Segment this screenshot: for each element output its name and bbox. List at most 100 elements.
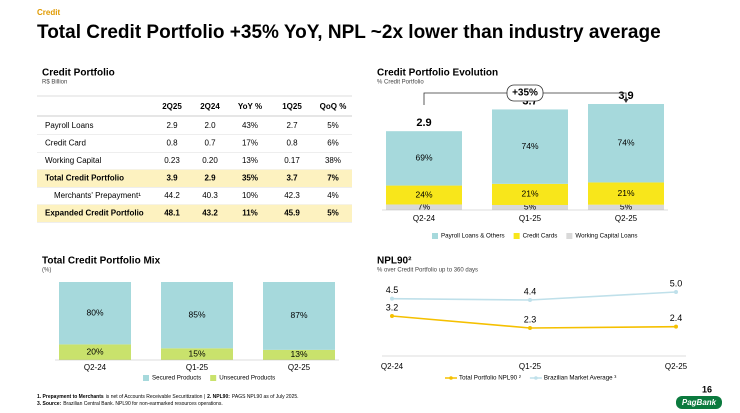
chart-title: Credit Portfolio Evolution (377, 68, 498, 79)
slide-title: Total Credit Portfolio +35% YoY, NPL ~2x… (37, 22, 661, 43)
row-label: Payroll Loans (45, 121, 93, 130)
footnote-part: 1. Prepayment to Merchants (37, 394, 104, 400)
data-label: 85% (188, 309, 205, 319)
logo-badge (676, 396, 722, 409)
logo-text: PagBank (682, 398, 717, 407)
cell: 4% (327, 191, 339, 200)
page-number: 16 (702, 384, 712, 394)
row-label: Expanded Credit Portfolio (45, 209, 144, 218)
footnote-part: 2. NPL90: (207, 394, 230, 400)
bar-segment (386, 185, 462, 205)
legend-label: Total Portfolio NPL90 ² (459, 375, 521, 382)
chart-title: NPL90² (377, 256, 412, 267)
data-label: 20% (86, 346, 103, 356)
cell: 2.9 (204, 174, 216, 183)
x-tick-label: Q1-25 (519, 362, 542, 371)
annotation: +35% (512, 88, 538, 99)
cell: 43.2 (202, 209, 218, 218)
bar-segment (59, 344, 131, 360)
cell: 2.9 (166, 121, 178, 130)
data-label: 5% (620, 202, 633, 212)
point (528, 298, 532, 302)
cell: 35% (242, 174, 258, 183)
legend-swatch (513, 233, 520, 239)
cell: 7% (327, 174, 339, 183)
cell: 5% (327, 121, 339, 130)
bar-segment (588, 104, 664, 183)
cell: 3.7 (286, 174, 298, 183)
bar-segment (588, 204, 664, 210)
cell: 42.3 (284, 191, 300, 200)
footnote-part: 3. Source: (37, 401, 62, 407)
legend-label: Unsecured Products (219, 375, 275, 382)
cell: 13% (242, 156, 258, 165)
data-label: 4.4 (524, 286, 537, 296)
logo: PagBank (676, 396, 722, 409)
legend-swatch (534, 376, 538, 380)
bar-segment (492, 183, 568, 205)
legend-swatch (449, 376, 453, 380)
cell: 11% (242, 209, 258, 218)
row-label: Merchants' Prepayment¹ (54, 191, 141, 200)
bar-segment (386, 204, 462, 210)
footnote-part: Brazilian Central Bank. NPL90 for non-ea… (63, 401, 223, 407)
cell: 43% (242, 121, 258, 130)
kicker: Credit (37, 8, 60, 17)
x-tick-label: Q2-24 (381, 362, 404, 371)
legend-swatch (143, 375, 149, 381)
column-header: QoQ % (320, 102, 347, 111)
total-label: 2.9 (416, 117, 431, 129)
bar-segment (161, 348, 233, 360)
data-label: 74% (617, 137, 634, 147)
row-label: Total Credit Portfolio (45, 174, 124, 183)
point (674, 324, 678, 329)
table-subtitle: R$ Billion (42, 80, 67, 86)
bar-segment (386, 131, 462, 186)
annotation-box (506, 84, 544, 102)
bar-segment (263, 282, 335, 350)
data-label: 7% (418, 201, 431, 211)
row-label: Credit Card (45, 139, 86, 148)
bar-segment (492, 204, 568, 210)
footnote: 1. Prepayment to Merchants is net of Acco… (37, 394, 299, 400)
data-label: 74% (521, 141, 538, 151)
data-label: 87% (290, 310, 307, 320)
cell: 6% (327, 139, 339, 148)
legend-label: Credit Cards (523, 233, 558, 240)
row-highlight (37, 204, 352, 223)
cell: 0.20 (202, 156, 218, 165)
bar-segment (161, 282, 233, 349)
x-tick-label: Q2-25 (665, 362, 688, 371)
chart-subtitle: % over Credit Portfolio up to 360 days (377, 268, 478, 274)
footnote-part: is net of Accounts Receivable Securitiza… (106, 394, 205, 400)
legend-label: Brazilian Market Average ³ (544, 375, 616, 382)
data-label: 3.2 (386, 302, 399, 312)
bar-segment (263, 349, 335, 360)
cell: 0.17 (284, 156, 300, 165)
point (528, 326, 532, 330)
cell: 17% (242, 139, 258, 148)
point (674, 290, 678, 294)
cell: 44.2 (164, 191, 180, 200)
legend-swatch (432, 233, 438, 239)
cell: 2.7 (286, 121, 298, 130)
data-label: 4.5 (386, 285, 399, 295)
legend-swatch (210, 375, 217, 381)
cell: 0.8 (286, 139, 298, 148)
point (390, 296, 394, 301)
legend-label: Working Capital Loans (575, 233, 637, 240)
row-highlight (37, 169, 352, 188)
legend-swatch (566, 233, 573, 239)
data-label: 5% (524, 202, 537, 212)
data-label: 2.3 (524, 314, 537, 324)
cell: 0.7 (204, 139, 216, 148)
cell: 38% (325, 156, 341, 165)
data-label: 15% (188, 348, 205, 358)
bar-segment (59, 282, 131, 345)
data-label: 2.4 (670, 313, 683, 323)
x-tick-label: Q2-25 (288, 363, 311, 372)
data-label: 21% (521, 189, 538, 199)
cell: 45.9 (284, 209, 300, 218)
data-label: 80% (86, 307, 103, 317)
